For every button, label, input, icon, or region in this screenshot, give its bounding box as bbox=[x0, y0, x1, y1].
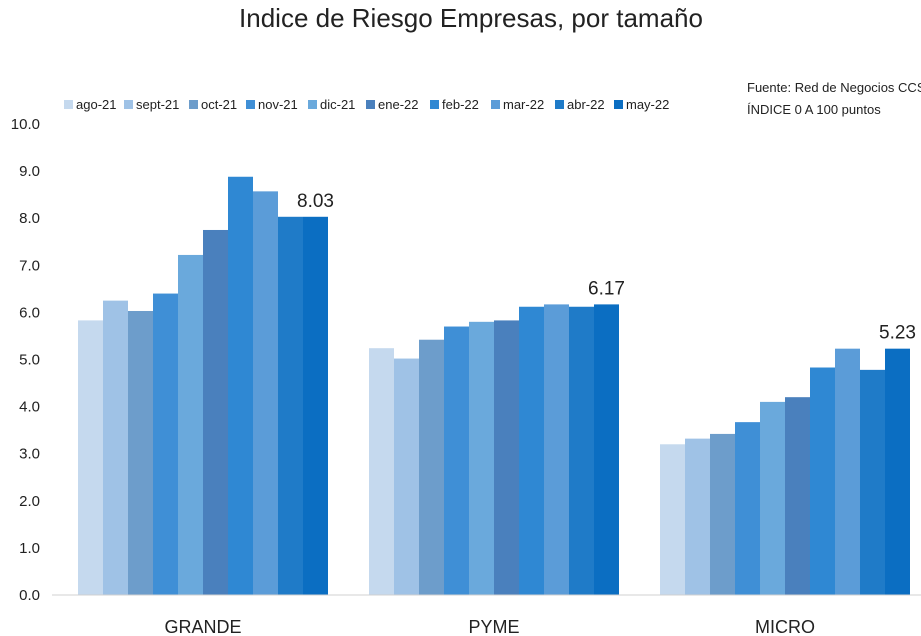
bar-grande-sept-21 bbox=[103, 300, 128, 595]
bars bbox=[78, 176, 910, 596]
y-axis: 0.0 1.0 2.0 3.0 4.0 5.0 6.0 7.0 8.0 9.0 10.0 bbox=[11, 116, 40, 604]
bar-pyme-oct-21 bbox=[419, 339, 444, 595]
y-tick-label: 8.0 bbox=[19, 210, 40, 227]
legend-label: dic-21 bbox=[320, 97, 355, 112]
legend-label: mar-22 bbox=[503, 97, 544, 112]
bar-micro-oct-21 bbox=[710, 433, 735, 595]
bar-grande-abr-22 bbox=[278, 216, 303, 596]
legend-swatch bbox=[64, 100, 73, 109]
bar-pyme-ene-22 bbox=[494, 320, 519, 595]
legend-label: abr-22 bbox=[567, 97, 605, 112]
bar-micro-may-22 bbox=[885, 348, 910, 595]
y-tick-label: 7.0 bbox=[19, 257, 40, 274]
legend-label: may-22 bbox=[626, 97, 669, 112]
y-tick-label: 10.0 bbox=[11, 116, 40, 133]
x-axis: GRANDE PYME MICRO bbox=[164, 617, 815, 636]
y-tick-label: 0.0 bbox=[19, 587, 40, 604]
data-label: 8.03 bbox=[297, 191, 334, 212]
bar-pyme-nov-21 bbox=[444, 326, 469, 595]
data-label: 6.17 bbox=[588, 278, 625, 299]
bar-pyme-abr-22 bbox=[569, 306, 594, 595]
bar-pyme-mar-22 bbox=[544, 304, 569, 595]
bar-grande-ago-21 bbox=[78, 320, 103, 595]
legend-label: ago-21 bbox=[76, 97, 116, 112]
bar-micro-ago-21 bbox=[660, 444, 685, 595]
y-tick-label: 2.0 bbox=[19, 493, 40, 510]
category-label: GRANDE bbox=[164, 617, 241, 636]
bar-grande-ene-22 bbox=[203, 229, 228, 595]
bar-pyme-feb-22 bbox=[519, 306, 544, 595]
bar-pyme-dic-21 bbox=[469, 321, 494, 595]
legend-label: sept-21 bbox=[136, 97, 179, 112]
bar-grande-feb-22 bbox=[228, 176, 253, 595]
legend-swatch bbox=[246, 100, 255, 109]
y-tick-label: 9.0 bbox=[19, 163, 40, 180]
legend-swatch bbox=[308, 100, 317, 109]
bar-grande-mar-22 bbox=[253, 191, 278, 595]
source-line-1: Fuente: Red de Negocios CCS bbox=[747, 80, 921, 95]
source-line-2: ÍNDICE 0 A 100 puntos bbox=[747, 102, 881, 117]
legend-label: feb-22 bbox=[442, 97, 479, 112]
legend-swatch bbox=[614, 100, 623, 109]
legend-swatch bbox=[366, 100, 375, 109]
bar-micro-nov-21 bbox=[735, 422, 760, 595]
category-label: PYME bbox=[468, 617, 519, 636]
bar-grande-may-22 bbox=[303, 216, 328, 596]
legend-label: ene-22 bbox=[378, 97, 418, 112]
y-tick-label: 4.0 bbox=[19, 399, 40, 416]
legend: ago-21 sept-21 oct-21 nov-21 dic-21 ene-22 feb… bbox=[64, 97, 669, 112]
bar-micro-feb-22 bbox=[810, 367, 835, 595]
bar-micro-abr-22 bbox=[860, 369, 885, 595]
y-tick-label: 1.0 bbox=[19, 540, 40, 557]
legend-label: nov-21 bbox=[258, 97, 298, 112]
y-tick-label: 3.0 bbox=[19, 446, 40, 463]
y-tick-label: 6.0 bbox=[19, 304, 40, 321]
bar-grande-oct-21 bbox=[128, 310, 153, 595]
bar-micro-dic-21 bbox=[760, 401, 785, 595]
bar-micro-ene-22 bbox=[785, 397, 810, 595]
legend-swatch bbox=[189, 100, 198, 109]
legend-swatch bbox=[430, 100, 439, 109]
bar-grande-nov-21 bbox=[153, 293, 178, 595]
bar-pyme-sept-21 bbox=[394, 358, 419, 595]
bar-pyme-ago-21 bbox=[369, 348, 394, 595]
data-label: 5.23 bbox=[879, 323, 916, 344]
bar-pyme-may-22 bbox=[594, 304, 619, 595]
data-labels: 8.03 6.17 5.23 bbox=[297, 191, 916, 344]
legend-swatch bbox=[555, 100, 564, 109]
bar-micro-sept-21 bbox=[685, 438, 710, 595]
y-tick-label: 5.0 bbox=[19, 352, 40, 369]
category-label: MICRO bbox=[755, 617, 815, 636]
legend-swatch bbox=[491, 100, 500, 109]
legend-swatch bbox=[124, 100, 133, 109]
bar-grande-dic-21 bbox=[178, 254, 203, 596]
legend-label: oct-21 bbox=[201, 97, 237, 112]
bar-micro-mar-22 bbox=[835, 348, 860, 595]
chart-title: Indice de Riesgo Empresas, por tamaño bbox=[239, 3, 703, 33]
